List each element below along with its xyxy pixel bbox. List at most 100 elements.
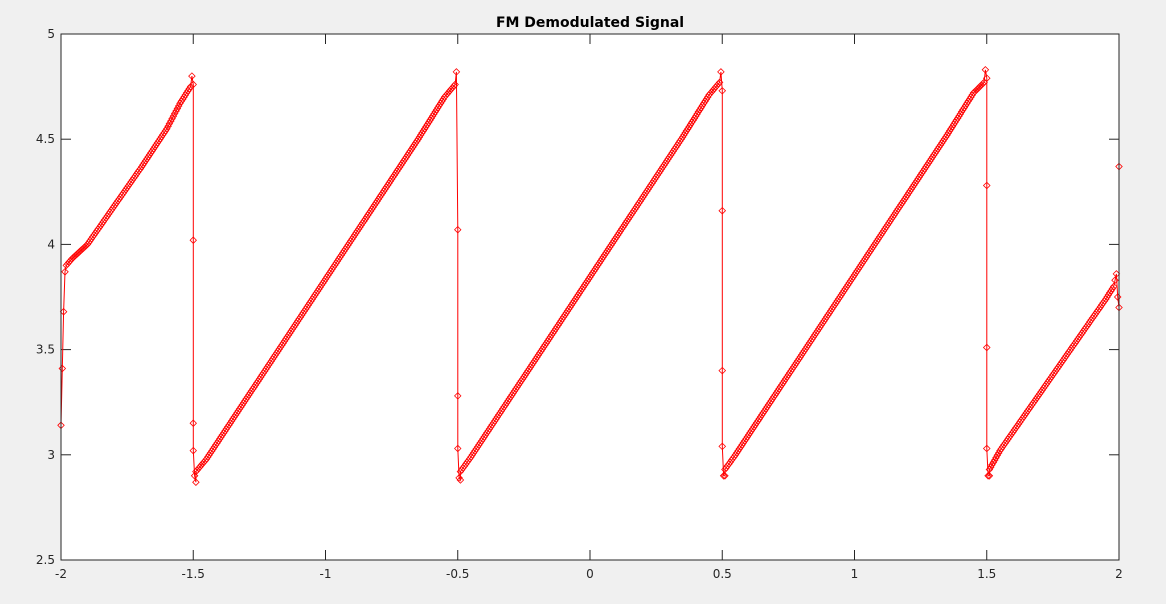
data-point xyxy=(989,458,998,467)
data-point xyxy=(163,124,171,133)
data-point xyxy=(189,419,197,427)
x-tick-label: 2 xyxy=(1115,567,1123,581)
data-point xyxy=(975,83,983,92)
data-point xyxy=(713,81,721,90)
data-point xyxy=(982,343,991,352)
data-point xyxy=(66,256,75,265)
data-point xyxy=(717,68,725,76)
data-point xyxy=(197,461,205,470)
data-point xyxy=(169,112,178,120)
data-point xyxy=(443,90,451,98)
x-tick-label: 1 xyxy=(851,567,859,581)
x-tick-label: 0 xyxy=(586,567,594,581)
y-tick-label: 3.5 xyxy=(36,343,55,357)
data-point xyxy=(451,80,459,89)
data-point xyxy=(450,82,458,90)
data-point xyxy=(718,366,727,375)
data-point xyxy=(172,107,180,115)
data-point xyxy=(442,91,450,100)
data-point xyxy=(711,83,720,91)
data-point xyxy=(719,472,728,480)
x-tick-label: 0.5 xyxy=(713,567,732,581)
data-point xyxy=(196,463,204,471)
data-point xyxy=(192,467,200,476)
data-point xyxy=(1109,282,1118,291)
data-point xyxy=(976,82,984,91)
data-point xyxy=(707,88,716,96)
data-point xyxy=(982,444,991,453)
data-point xyxy=(190,472,199,480)
data-point xyxy=(192,478,200,486)
y-tick-label: 4.5 xyxy=(36,132,55,146)
data-point xyxy=(985,472,994,480)
data-point xyxy=(714,80,723,88)
data-point xyxy=(709,86,717,95)
data-point xyxy=(715,78,724,87)
plot-area xyxy=(61,34,1119,560)
x-tick-label: -1 xyxy=(320,567,332,581)
data-point xyxy=(454,444,462,453)
data-point xyxy=(170,109,179,118)
data-point xyxy=(454,392,462,400)
y-tick-label: 2.5 xyxy=(36,553,55,567)
data-point xyxy=(189,80,197,89)
data-point xyxy=(971,87,979,96)
data-point xyxy=(174,102,183,110)
y-tick-label: 4 xyxy=(47,237,55,251)
data-point xyxy=(452,68,461,76)
data-point xyxy=(718,206,727,215)
data-point xyxy=(993,451,1002,460)
x-tick-labels: -2 -1.5 -1 -0.5 0 0.5 1 1.5 2 xyxy=(55,567,1123,581)
data-point xyxy=(198,459,207,468)
data-point xyxy=(448,83,457,92)
data-point xyxy=(456,476,465,484)
data-point xyxy=(455,474,463,482)
data-point xyxy=(168,114,176,123)
markers-layer xyxy=(57,66,1123,486)
data-point xyxy=(705,91,713,99)
data-point xyxy=(982,181,991,190)
data-point xyxy=(1113,293,1122,301)
data-point xyxy=(447,85,455,93)
data-point xyxy=(990,456,999,464)
x-tick-label: -1.5 xyxy=(182,567,205,581)
data-point xyxy=(430,110,438,118)
data-point xyxy=(62,261,71,270)
data-point xyxy=(986,463,995,471)
data-point xyxy=(718,87,727,95)
data-point xyxy=(693,110,701,118)
data-point xyxy=(446,87,454,95)
data-point xyxy=(984,472,992,480)
data-point xyxy=(189,446,197,455)
data-point xyxy=(165,119,174,128)
data-point xyxy=(992,453,1000,462)
data-point xyxy=(189,236,197,244)
y-tick-label: 5 xyxy=(47,27,55,41)
data-point xyxy=(185,84,194,93)
data-point xyxy=(721,472,729,480)
data-point xyxy=(444,88,453,97)
data-point xyxy=(982,74,991,82)
chart-title: FM Demodulated Signal xyxy=(496,15,684,31)
axes-frame xyxy=(60,33,1120,561)
data-point xyxy=(188,72,196,80)
y-tick-labels: 2.5 3 3.5 4 4.5 5 xyxy=(36,27,55,567)
data-point xyxy=(706,89,715,98)
data-point xyxy=(61,268,69,276)
data-point xyxy=(161,126,170,135)
x-tick-label: 1.5 xyxy=(977,567,996,581)
y-tick-label: 3 xyxy=(47,448,55,462)
data-point xyxy=(1111,276,1119,284)
data-point xyxy=(186,82,195,91)
data-point xyxy=(440,93,449,101)
data-point xyxy=(173,104,182,113)
data-point xyxy=(718,442,727,451)
x-tick-label: -2 xyxy=(55,567,67,581)
data-point xyxy=(167,117,175,125)
data-point xyxy=(164,122,172,130)
data-point xyxy=(428,112,437,120)
data-point xyxy=(988,461,996,469)
x-tick-label: -0.5 xyxy=(446,567,469,581)
